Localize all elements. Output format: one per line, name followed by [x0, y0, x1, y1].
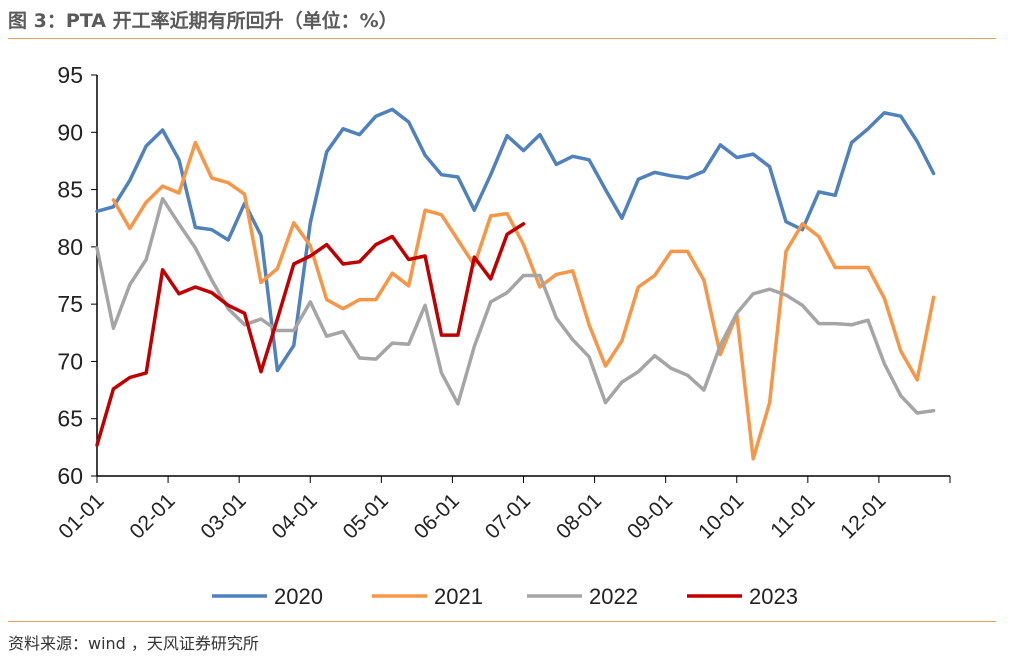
y-tick-label: 75 [57, 291, 83, 317]
x-tick-label: 04-01 [268, 489, 322, 543]
series-line-2022 [95, 196, 936, 415]
source-note: 资料来源：wind ，天风证券研究所 [8, 634, 259, 653]
x-tick-label: 10-01 [694, 489, 748, 543]
series-line-2021 [111, 140, 936, 461]
y-tick-label: 80 [57, 234, 83, 260]
x-tick-label: 07-01 [481, 489, 535, 543]
y-axis: 95 90 85 80 75 70 65 60 [57, 62, 98, 489]
x-tick-label: 03-01 [196, 489, 250, 543]
x-tick-label: 05-01 [339, 489, 393, 543]
x-tick-label: 09-01 [623, 489, 677, 543]
legend: 2020 2021 2022 2023 [212, 584, 798, 609]
footer-divider [8, 621, 996, 622]
legend-label-2022: 2022 [589, 584, 638, 609]
legend-label-2023: 2023 [749, 584, 798, 609]
y-tick-label: 90 [57, 119, 83, 145]
x-tick-label: 12-01 [836, 489, 890, 543]
x-tick-label: 01-01 [54, 489, 108, 543]
legend-label-2020: 2020 [274, 584, 323, 609]
chart-title: 图 3：PTA 开工率近期有所回升（单位：%） [8, 10, 398, 32]
x-axis: 01-01 02-01 03-01 04-01 05-01 06-01 07-01 08-01… [54, 475, 951, 544]
y-tick-label: 95 [57, 62, 83, 88]
x-tick-label: 08-01 [552, 489, 606, 543]
series-layer [95, 107, 936, 461]
x-tick-label: 02-01 [125, 489, 179, 543]
x-tick-label: 06-01 [410, 489, 464, 543]
series-line-2020 [95, 107, 936, 373]
y-tick-label: 65 [57, 406, 83, 432]
series-line-2023 [95, 222, 526, 447]
legend-label-2021: 2021 [434, 584, 483, 609]
y-tick-label: 85 [57, 177, 83, 203]
x-tick-label: 11-01 [766, 489, 819, 542]
y-tick-label: 60 [57, 463, 83, 489]
y-tick-label: 70 [57, 348, 83, 374]
title-divider [8, 38, 996, 39]
